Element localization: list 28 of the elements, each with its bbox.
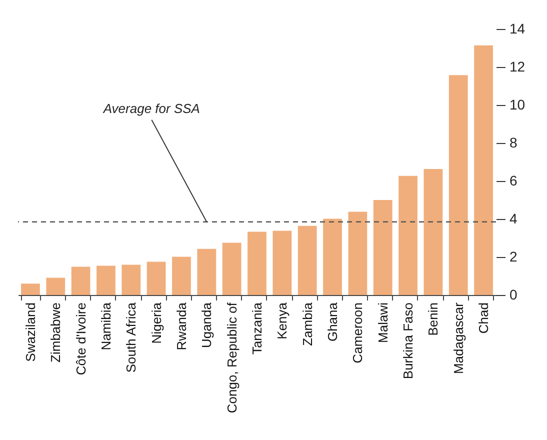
x-tick-label: Côte d'Ivoire <box>73 302 88 376</box>
x-tick-label: Kenya <box>274 302 290 340</box>
x-tick-label: Congo, Republic of <box>224 302 240 414</box>
y-tick-label: 4 <box>510 210 518 226</box>
x-tick-label: Namibia <box>98 302 114 350</box>
y-tick-label: 14 <box>510 20 526 36</box>
x-tick-label: Cameroon <box>350 302 366 364</box>
x-tick-label: South Africa <box>124 302 139 373</box>
x-tick-label: Nigeria <box>148 302 164 344</box>
y-tick-label: 12 <box>510 58 526 74</box>
x-tick-label: Chad <box>476 302 492 334</box>
y-tick-label: 8 <box>510 134 518 150</box>
x-tick-label: Ghana <box>325 302 340 342</box>
x-tick-label: Swaziland <box>22 302 38 362</box>
x-tick-label: Benin <box>426 302 441 336</box>
x-tick-label: Zimbabwe <box>48 302 64 362</box>
y-tick-label: 0 <box>510 286 518 302</box>
x-tick-label: Zambia <box>300 302 315 346</box>
x-tick-label: Madagascar <box>450 302 466 374</box>
y-tick-label: 10 <box>510 96 526 112</box>
annotation: Average for SSA <box>102 100 200 116</box>
x-tick-label: Malawi <box>375 302 390 343</box>
x-tick-label: Burkina Faso <box>400 302 416 380</box>
y-tick-label: 2 <box>510 248 518 264</box>
y-tick-label: 6 <box>510 172 518 188</box>
x-tick-label: Uganda <box>199 302 214 348</box>
x-tick-label: Tanzania <box>250 302 264 355</box>
x-tick-label: Rwanda <box>174 302 189 350</box>
